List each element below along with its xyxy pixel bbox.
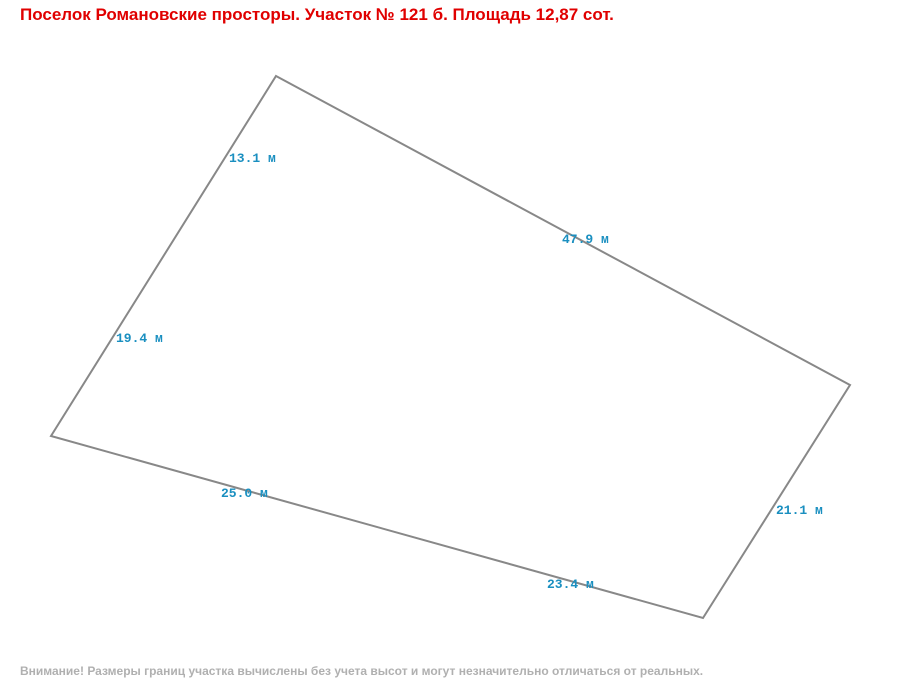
footer-note: Внимание! Размеры границ участка вычисле… bbox=[20, 664, 703, 678]
edge-label: 19.4 м bbox=[116, 331, 163, 346]
edge-label: 47.9 м bbox=[562, 232, 609, 247]
title: Поселок Романовские просторы. Участок № … bbox=[20, 5, 614, 24]
edge-label: 23.4 м bbox=[547, 577, 594, 592]
edge-label: 13.1 м bbox=[229, 151, 276, 166]
edge-label: 21.1 м bbox=[776, 503, 823, 518]
plot-boundary bbox=[49, 74, 852, 620]
edge-label: 25.0 м bbox=[221, 486, 268, 501]
